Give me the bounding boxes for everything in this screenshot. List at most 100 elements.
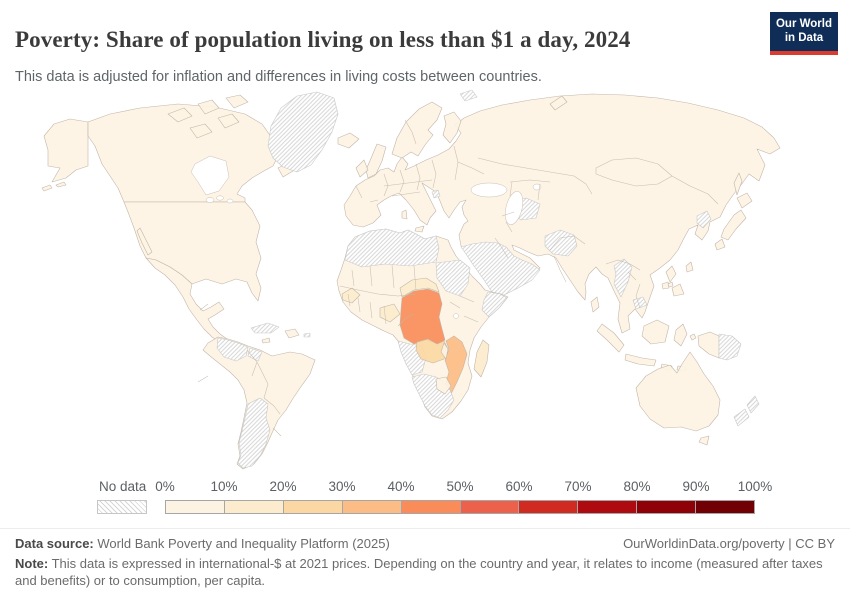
- region-novaya-zemlya[interactable]: [549, 95, 568, 111]
- footer-source-row: Data source: World Bank Poverty and Ineq…: [15, 536, 835, 551]
- region-papua-new-guinea[interactable]: [718, 333, 742, 361]
- region-sulawesi[interactable]: [673, 323, 688, 347]
- region-arctic-island[interactable]: [189, 123, 213, 139]
- region-philippines[interactable]: [665, 265, 677, 283]
- legend-bin-30%-40%[interactable]: [342, 501, 402, 513]
- region-ireland[interactable]: [355, 159, 369, 178]
- region-japan[interactable]: [720, 209, 747, 241]
- region-taiwan[interactable]: [685, 261, 694, 273]
- aral-sea: [532, 183, 542, 191]
- region-mexico[interactable]: [145, 257, 228, 345]
- region-hispaniola[interactable]: [284, 328, 300, 339]
- footer-divider: [0, 528, 850, 529]
- region-philippines[interactable]: [671, 283, 685, 297]
- legend-tick-50%: 50%: [446, 479, 474, 494]
- region-sudan[interactable]: [435, 259, 471, 297]
- region-indonesia[interactable]: [596, 323, 625, 353]
- region-united-states[interactable]: [123, 201, 262, 302]
- region-aleutians[interactable]: [41, 184, 53, 192]
- legend-tick-90%: 90%: [682, 479, 710, 494]
- region-zimbabwe[interactable]: [435, 376, 452, 395]
- region-alaska[interactable]: [43, 118, 89, 183]
- region-philippines[interactable]: [667, 281, 674, 288]
- region-united-kingdom[interactable]: [365, 143, 387, 179]
- region-hainan[interactable]: [661, 281, 670, 290]
- legend-bin-90%-100%[interactable]: [696, 501, 755, 513]
- region-aleutians[interactable]: [55, 181, 67, 188]
- data-source-text: World Bank Poverty and Inequality Platfo…: [97, 536, 390, 551]
- great-lake: [216, 195, 224, 201]
- hudson-bay: [190, 155, 230, 196]
- legend-bin-70%-80%[interactable]: [578, 501, 638, 513]
- logo-line2: in Data: [784, 31, 824, 44]
- legend-tick-40%: 40%: [387, 479, 415, 494]
- region-iceland[interactable]: [337, 132, 360, 149]
- great-lake: [226, 198, 234, 204]
- legend-bin-80%-90%[interactable]: [637, 501, 697, 513]
- region-somalia[interactable]: [481, 291, 508, 318]
- lake-victoria: [453, 313, 459, 319]
- region-north-africa-nodata[interactable]: [344, 228, 440, 268]
- note-label: Note:: [15, 556, 49, 571]
- legend-colorbar: [165, 500, 755, 514]
- region-madagascar[interactable]: [473, 339, 490, 378]
- region-baja-california[interactable]: [136, 227, 153, 256]
- region-finland[interactable]: [442, 111, 462, 144]
- region-japan[interactable]: [736, 192, 753, 209]
- legend-bin-0%-10%[interactable]: [166, 501, 225, 513]
- region-new-zealand[interactable]: [733, 408, 750, 427]
- region-malawi[interactable]: [440, 342, 449, 360]
- legend-tick-10%: 10%: [210, 479, 238, 494]
- region-central-african-republic[interactable]: [399, 277, 440, 298]
- legend-bin-20%-30%[interactable]: [283, 501, 343, 513]
- region-sardinia[interactable]: [401, 209, 408, 220]
- region-maluku[interactable]: [689, 333, 697, 341]
- region-sri-lanka[interactable]: [590, 296, 600, 313]
- legend-bin-10%-20%[interactable]: [224, 501, 284, 513]
- region-sakhalin[interactable]: [733, 172, 743, 196]
- region-new-zealand[interactable]: [746, 395, 760, 414]
- region-balkans-nodata[interactable]: [431, 189, 441, 199]
- region-svalbard[interactable]: [459, 89, 478, 102]
- region-arctic-island[interactable]: [225, 94, 249, 109]
- region-nigeria[interactable]: [379, 303, 401, 323]
- region-australia[interactable]: [635, 351, 721, 432]
- region-puerto-rico[interactable]: [303, 332, 311, 338]
- region-japan[interactable]: [714, 238, 726, 251]
- region-tasmania[interactable]: [698, 435, 710, 446]
- region-cambodia[interactable]: [632, 296, 648, 310]
- legend-tick-60%: 60%: [505, 479, 533, 494]
- region-jamaica[interactable]: [261, 337, 271, 344]
- region-sicily[interactable]: [414, 225, 425, 233]
- legend-bin-50%-60%[interactable]: [460, 501, 520, 513]
- region-borneo[interactable]: [641, 319, 670, 345]
- region-arabian-peninsula[interactable]: [460, 241, 541, 297]
- region-west-papua[interactable]: [697, 331, 720, 359]
- legend-bin-40%-50%[interactable]: [401, 501, 461, 513]
- legend-bin-60%-70%[interactable]: [519, 501, 579, 513]
- region-venezuela[interactable]: [216, 337, 249, 362]
- legend-tick-80%: 80%: [623, 479, 651, 494]
- region-indonesia[interactable]: [624, 353, 657, 367]
- region-greenland[interactable]: [267, 91, 339, 173]
- region-arctic-island[interactable]: [197, 99, 220, 115]
- region-arctic-island[interactable]: [217, 113, 240, 129]
- region-guyanas[interactable]: [247, 347, 263, 362]
- country-borders: [197, 119, 719, 437]
- region-north-korea[interactable]: [696, 210, 712, 229]
- data-source-label: Data source:: [15, 536, 94, 551]
- region-guinea[interactable]: [341, 287, 361, 304]
- owid-poverty-link[interactable]: OurWorldinData.org/poverty | CC BY: [623, 536, 835, 551]
- region-scandinavia[interactable]: [391, 101, 443, 159]
- region-argentina[interactable]: [237, 397, 271, 469]
- region-eurasia[interactable]: [343, 93, 781, 334]
- region-cuba[interactable]: [250, 322, 280, 334]
- owid-logo[interactable]: Our World in Data: [770, 12, 838, 55]
- region-arctic-island[interactable]: [167, 107, 193, 123]
- legend-tick-30%: 30%: [328, 479, 356, 494]
- region-myanmar[interactable]: [613, 258, 633, 298]
- legend-tick-70%: 70%: [564, 479, 592, 494]
- region-democratic-republic-of-congo[interactable]: [399, 288, 446, 345]
- legend-no-data-swatch[interactable]: [97, 500, 147, 514]
